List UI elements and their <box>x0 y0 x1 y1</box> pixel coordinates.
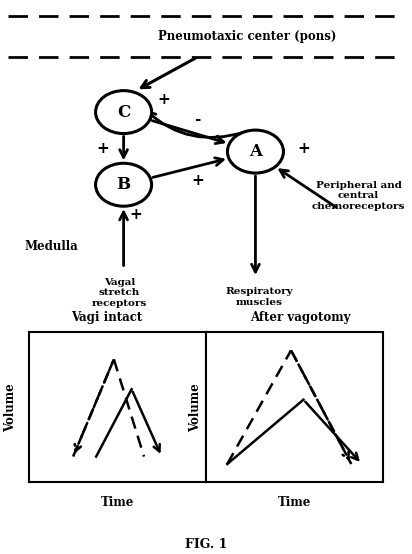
Text: B: B <box>117 176 131 193</box>
Text: A: A <box>249 143 262 160</box>
Text: Medulla: Medulla <box>25 240 78 253</box>
Text: Volume: Volume <box>4 383 17 432</box>
Text: Time: Time <box>101 496 134 509</box>
Text: +: + <box>97 141 109 156</box>
Text: +: + <box>298 141 310 156</box>
Text: After vagotomy: After vagotomy <box>250 311 351 324</box>
Text: Time: Time <box>278 496 311 509</box>
Text: Vagi intact: Vagi intact <box>72 311 143 324</box>
Text: -: - <box>194 112 201 127</box>
FancyArrowPatch shape <box>147 112 244 137</box>
Text: Volume: Volume <box>189 383 202 432</box>
Circle shape <box>227 130 283 173</box>
Text: Peripheral and
central
chemoreceptors: Peripheral and central chemoreceptors <box>312 181 405 211</box>
Text: +: + <box>130 207 142 222</box>
Circle shape <box>96 163 152 206</box>
Text: +: + <box>158 92 170 107</box>
Text: Respiratory
muscles: Respiratory muscles <box>226 288 293 307</box>
Text: FIG. 1: FIG. 1 <box>185 538 227 551</box>
Text: Vagal
stretch
receptors: Vagal stretch receptors <box>92 278 147 307</box>
Text: Pneumotaxic center (pons): Pneumotaxic center (pons) <box>158 30 336 43</box>
Circle shape <box>96 91 152 134</box>
Text: +: + <box>192 173 204 188</box>
Text: C: C <box>117 104 130 121</box>
